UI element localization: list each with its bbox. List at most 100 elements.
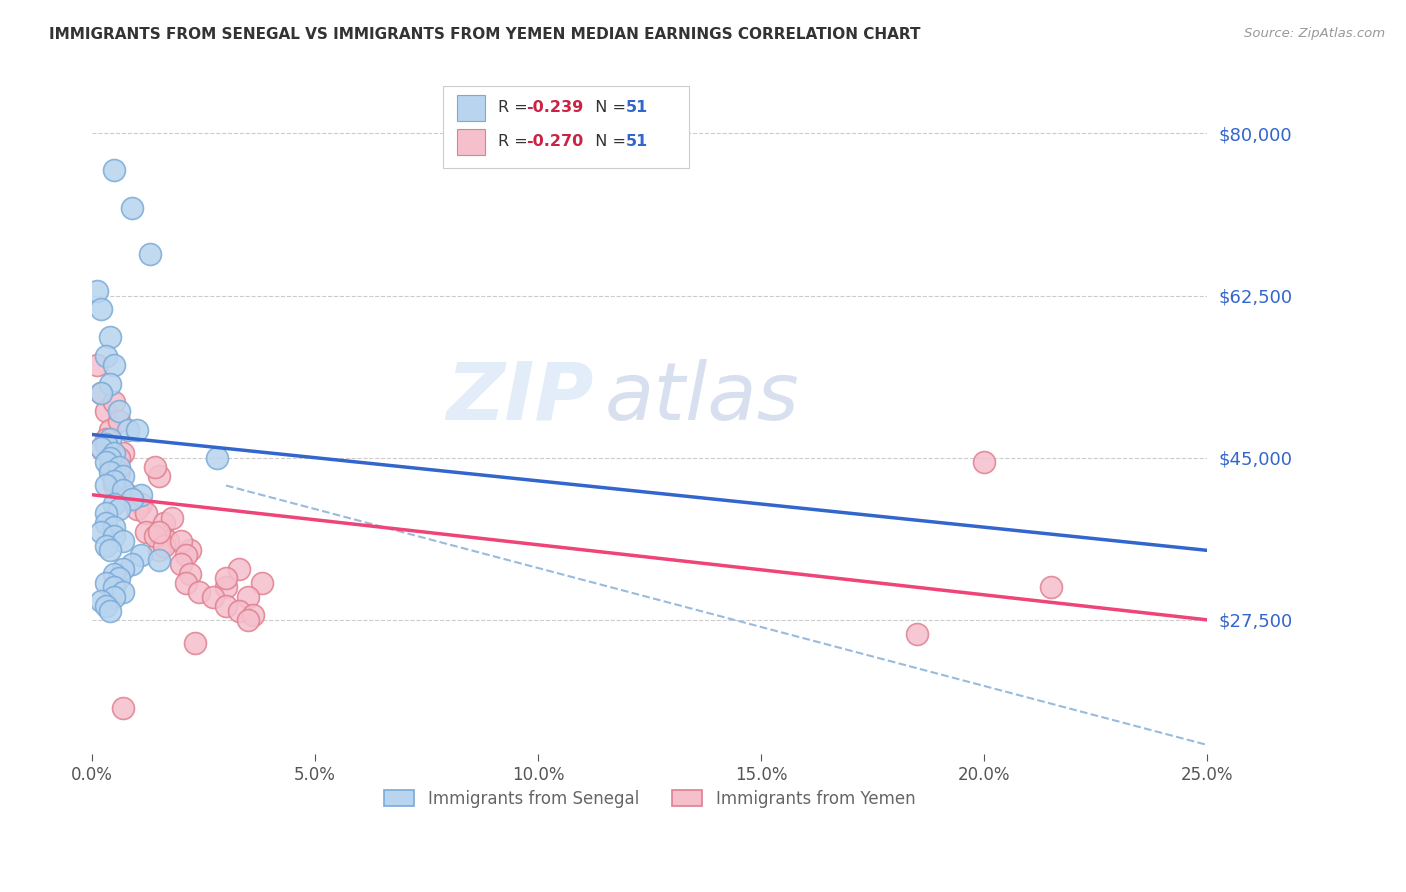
Point — [103, 520, 125, 534]
Point — [135, 506, 157, 520]
Point — [205, 450, 228, 465]
Text: R =: R = — [498, 135, 533, 149]
Point — [94, 506, 117, 520]
Point — [174, 575, 197, 590]
Point — [108, 571, 131, 585]
Point — [135, 524, 157, 539]
Point — [90, 385, 112, 400]
Point — [103, 163, 125, 178]
Point — [152, 539, 174, 553]
Point — [148, 524, 170, 539]
Point — [98, 543, 121, 558]
Point — [90, 594, 112, 608]
Point — [148, 469, 170, 483]
Point — [94, 599, 117, 613]
Point — [94, 404, 117, 418]
Point — [238, 590, 260, 604]
Point — [143, 459, 166, 474]
Point — [162, 511, 184, 525]
Point — [148, 552, 170, 566]
Point — [98, 330, 121, 344]
Text: N =: N = — [585, 100, 631, 115]
Text: 51: 51 — [626, 135, 648, 149]
Point — [103, 395, 125, 409]
Point — [90, 442, 112, 456]
Point — [121, 492, 143, 507]
Point — [125, 423, 148, 437]
Point — [121, 492, 143, 507]
Point — [98, 450, 121, 465]
Point — [103, 478, 125, 492]
Point — [215, 581, 238, 595]
Point — [94, 437, 117, 451]
Point — [242, 608, 264, 623]
Point — [170, 534, 193, 549]
Point — [112, 446, 135, 460]
Point — [90, 385, 112, 400]
Bar — [457, 95, 485, 120]
Point — [108, 404, 131, 418]
Point — [250, 575, 273, 590]
Legend: Immigrants from Senegal, Immigrants from Yemen: Immigrants from Senegal, Immigrants from… — [378, 783, 922, 814]
Point — [103, 446, 125, 460]
Point — [98, 604, 121, 618]
Point — [201, 590, 224, 604]
Point — [98, 432, 121, 446]
Point — [98, 459, 121, 474]
Text: Source: ZipAtlas.com: Source: ZipAtlas.com — [1244, 27, 1385, 40]
Point — [184, 636, 207, 650]
Text: -0.239: -0.239 — [526, 100, 583, 115]
Point — [108, 414, 131, 428]
Point — [117, 488, 139, 502]
Point — [90, 524, 112, 539]
Point — [103, 590, 125, 604]
Point — [86, 358, 108, 372]
Text: ZIP: ZIP — [447, 359, 593, 437]
Bar — [443, 86, 689, 168]
Point — [94, 575, 117, 590]
Text: R =: R = — [498, 100, 533, 115]
Point — [98, 376, 121, 391]
Text: -0.270: -0.270 — [526, 135, 583, 149]
Text: N =: N = — [585, 135, 631, 149]
Point — [94, 539, 117, 553]
Point — [94, 432, 117, 446]
Point — [228, 562, 250, 576]
Point — [112, 585, 135, 599]
Point — [103, 566, 125, 581]
Point — [94, 455, 117, 469]
Point — [129, 548, 152, 562]
Point — [129, 488, 152, 502]
Point — [108, 465, 131, 479]
Point — [228, 604, 250, 618]
Point — [103, 529, 125, 543]
Point — [103, 358, 125, 372]
Point — [108, 501, 131, 516]
Text: 51: 51 — [626, 100, 648, 115]
Point — [108, 450, 131, 465]
Point — [98, 465, 121, 479]
Point — [215, 599, 238, 613]
Point — [112, 469, 135, 483]
Point — [905, 626, 928, 640]
Point — [238, 613, 260, 627]
Point — [188, 585, 211, 599]
Point — [139, 247, 162, 261]
Point — [170, 558, 193, 572]
Point — [112, 483, 135, 497]
Point — [103, 474, 125, 488]
Point — [103, 497, 125, 511]
Point — [90, 302, 112, 317]
Point — [215, 571, 238, 585]
Point — [98, 423, 121, 437]
Point — [86, 284, 108, 298]
Point — [174, 548, 197, 562]
Point — [117, 423, 139, 437]
Point — [94, 516, 117, 530]
Point — [94, 349, 117, 363]
Point — [112, 534, 135, 549]
Point — [121, 201, 143, 215]
Point — [1040, 581, 1063, 595]
Point — [103, 469, 125, 483]
Point — [156, 534, 179, 549]
